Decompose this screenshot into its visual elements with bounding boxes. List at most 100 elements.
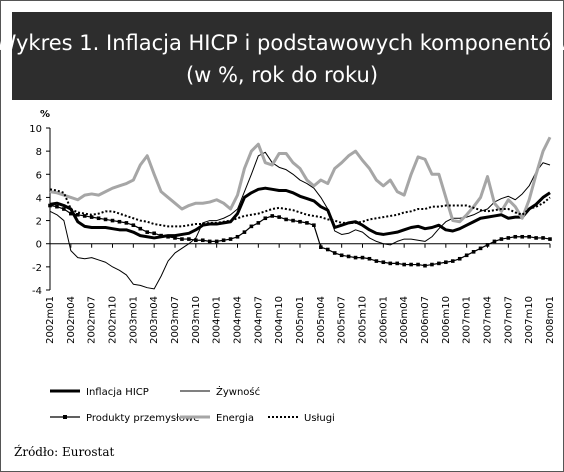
legend-label: Usługi — [304, 413, 335, 424]
point — [277, 215, 281, 219]
x-tick-label: 2005m07 — [337, 296, 348, 344]
point — [110, 218, 115, 223]
point — [332, 251, 337, 255]
point — [103, 217, 108, 222]
point — [180, 237, 184, 241]
x-tick-label: 2008m01 — [545, 296, 556, 344]
point — [166, 234, 170, 239]
x-tick-label: 2002m07 — [87, 296, 98, 344]
y-tick-label: -4 — [32, 286, 42, 297]
legend-marker — [63, 415, 67, 419]
point — [499, 237, 504, 241]
point — [75, 212, 80, 217]
series-line — [49, 188, 551, 228]
x-tick-label: 2004m07 — [253, 296, 264, 344]
y-tick-label: 6 — [36, 170, 42, 181]
point — [145, 230, 150, 234]
point — [214, 239, 219, 244]
point — [346, 254, 351, 259]
series-line — [49, 136, 552, 224]
point — [492, 239, 497, 244]
point — [367, 256, 372, 261]
point — [437, 261, 441, 266]
point — [131, 223, 136, 227]
point — [444, 260, 448, 265]
source: Źródło: Eurostat — [14, 444, 115, 459]
point — [305, 221, 309, 225]
point — [464, 253, 469, 258]
y-tick-label: 4 — [36, 193, 42, 204]
point — [541, 236, 545, 240]
point — [388, 261, 393, 266]
point — [152, 231, 156, 236]
point — [450, 259, 455, 263]
point — [207, 239, 212, 244]
point — [513, 234, 518, 239]
x-tick-label: 2004m10 — [274, 296, 285, 344]
point — [263, 216, 268, 221]
x-tick-label: 2003m04 — [149, 296, 160, 344]
point — [457, 256, 462, 261]
point — [360, 255, 365, 260]
point — [194, 238, 198, 243]
point — [325, 247, 330, 252]
point — [319, 245, 323, 249]
point — [312, 223, 316, 227]
point — [534, 236, 538, 240]
point — [82, 214, 87, 218]
chart-title: Wykres 1. Inflacja HICP i podstawowych k… — [0, 31, 564, 55]
x-tick-label: 2005m01 — [295, 296, 306, 344]
point — [485, 243, 490, 247]
point — [374, 259, 379, 263]
point — [96, 216, 101, 221]
point — [159, 233, 163, 238]
point — [353, 255, 358, 260]
series-line — [49, 186, 551, 240]
point — [69, 211, 73, 216]
point — [221, 238, 226, 243]
point — [381, 260, 386, 265]
x-tick-label: 2007m07 — [503, 296, 514, 344]
y-tick-label: -2 — [32, 263, 42, 274]
x-tick-label: 2002m10 — [108, 296, 119, 344]
point — [235, 234, 240, 239]
legend-label: Energia — [216, 413, 254, 424]
y-tick-label: 8 — [36, 147, 42, 158]
y-tick-label: 2 — [36, 217, 42, 228]
point — [48, 203, 52, 208]
x-tick-label: 2002m04 — [66, 296, 77, 344]
point — [409, 262, 413, 267]
x-tick-label: 2005m10 — [358, 296, 369, 344]
point — [298, 219, 302, 224]
point — [117, 219, 122, 224]
point — [395, 261, 400, 266]
chart-subtitle: (w %, rok do roku) — [186, 63, 378, 87]
x-tick-label: 2006m07 — [420, 296, 431, 344]
x-tick-label: 2003m10 — [191, 296, 202, 344]
point — [402, 262, 406, 267]
y-tick-label: 0 — [36, 240, 42, 251]
point — [138, 226, 143, 231]
x-tick-label: 2006m01 — [378, 296, 389, 344]
x-tick-label: 2006m10 — [441, 296, 452, 344]
x-tick-label: 2007m10 — [524, 296, 535, 344]
point — [270, 214, 275, 218]
x-tick-label: 2005m04 — [316, 296, 327, 344]
point — [173, 236, 177, 240]
point — [478, 246, 483, 251]
point — [55, 204, 59, 209]
point — [416, 262, 420, 267]
y-tick-label: 10 — [29, 124, 42, 135]
point — [527, 234, 531, 239]
point — [228, 237, 233, 241]
legend-label: Żywność — [216, 385, 260, 398]
point — [471, 250, 476, 254]
point — [423, 263, 427, 268]
series-line — [49, 151, 551, 290]
point — [62, 207, 66, 211]
point — [256, 221, 261, 225]
y-axis-label: % — [40, 109, 50, 120]
x-tick-label: 2004m04 — [233, 296, 244, 344]
point — [339, 253, 344, 258]
